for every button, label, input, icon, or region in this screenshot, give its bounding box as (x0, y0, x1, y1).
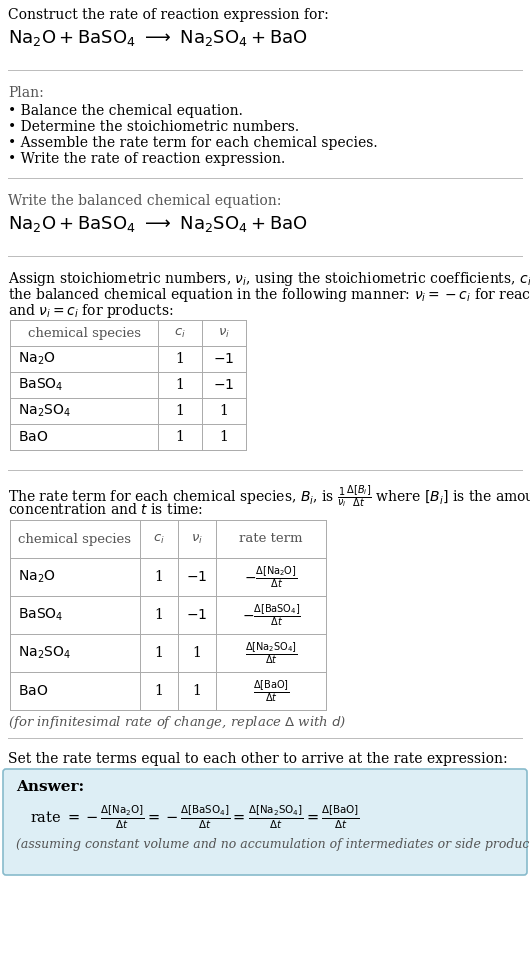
Text: 1: 1 (155, 646, 163, 660)
Text: rate $= -\frac{\Delta[\mathrm{Na_2O}]}{\Delta t} = -\frac{\Delta[\mathrm{BaSO_4}: rate $= -\frac{\Delta[\mathrm{Na_2O}]}{\… (30, 804, 360, 832)
Text: $\mathrm{BaO}$: $\mathrm{BaO}$ (18, 684, 48, 698)
Text: • Write the rate of reaction expression.: • Write the rate of reaction expression. (8, 152, 285, 166)
Text: $\mathrm{Na_2O + BaSO_4 \ \longrightarrow \ Na_2SO_4 + BaO}$: $\mathrm{Na_2O + BaSO_4 \ \longrightarro… (8, 214, 308, 234)
Text: $-1$: $-1$ (214, 378, 235, 392)
Text: • Assemble the rate term for each chemical species.: • Assemble the rate term for each chemic… (8, 136, 377, 150)
Text: chemical species: chemical species (28, 327, 140, 340)
Text: $\nu_i$: $\nu_i$ (218, 326, 230, 340)
Text: $\mathrm{BaSO_4}$: $\mathrm{BaSO_4}$ (18, 377, 64, 393)
Text: $-1$: $-1$ (214, 352, 235, 366)
Text: $\frac{\Delta[\mathrm{BaO}]}{\Delta t}$: $\frac{\Delta[\mathrm{BaO}]}{\Delta t}$ (253, 678, 289, 704)
Text: (assuming constant volume and no accumulation of intermediates or side products): (assuming constant volume and no accumul… (16, 838, 530, 851)
Text: • Balance the chemical equation.: • Balance the chemical equation. (8, 104, 243, 118)
Text: $\mathrm{Na_2O + BaSO_4 \ \longrightarrow \ Na_2SO_4 + BaO}$: $\mathrm{Na_2O + BaSO_4 \ \longrightarro… (8, 28, 308, 48)
Text: the balanced chemical equation in the following manner: $\nu_i = -c_i$ for react: the balanced chemical equation in the fo… (8, 286, 530, 304)
Text: Assign stoichiometric numbers, $\nu_i$, using the stoichiometric coefficients, $: Assign stoichiometric numbers, $\nu_i$, … (8, 270, 530, 288)
Text: Plan:: Plan: (8, 86, 44, 100)
Text: chemical species: chemical species (19, 533, 131, 546)
Text: $c_i$: $c_i$ (174, 326, 186, 340)
Text: $-\frac{\Delta[\mathrm{BaSO_4}]}{\Delta t}$: $-\frac{\Delta[\mathrm{BaSO_4}]}{\Delta … (242, 602, 301, 628)
Text: Write the balanced chemical equation:: Write the balanced chemical equation: (8, 194, 281, 208)
Text: Set the rate terms equal to each other to arrive at the rate expression:: Set the rate terms equal to each other t… (8, 752, 508, 766)
FancyBboxPatch shape (3, 769, 527, 875)
Text: $\mathrm{Na_2SO_4}$: $\mathrm{Na_2SO_4}$ (18, 403, 71, 420)
Text: $\mathrm{BaO}$: $\mathrm{BaO}$ (18, 430, 48, 444)
Text: (for infinitesimal rate of change, replace $\Delta$ with $d$): (for infinitesimal rate of change, repla… (8, 714, 347, 731)
Text: $-\frac{\Delta[\mathrm{Na_2O}]}{\Delta t}$: $-\frac{\Delta[\mathrm{Na_2O}]}{\Delta t… (244, 564, 298, 590)
Text: $\mathrm{Na_2O}$: $\mathrm{Na_2O}$ (18, 350, 56, 367)
Text: 1: 1 (192, 646, 201, 660)
Text: 1: 1 (155, 684, 163, 698)
Text: 1: 1 (192, 684, 201, 698)
Text: 1: 1 (175, 352, 184, 366)
Text: Construct the rate of reaction expression for:: Construct the rate of reaction expressio… (8, 8, 329, 22)
Text: Answer:: Answer: (16, 780, 84, 794)
Text: 1: 1 (219, 430, 228, 444)
Text: $\mathrm{BaSO_4}$: $\mathrm{BaSO_4}$ (18, 607, 64, 624)
Text: 1: 1 (155, 570, 163, 584)
Text: $\mathrm{Na_2SO_4}$: $\mathrm{Na_2SO_4}$ (18, 645, 71, 661)
Text: $-1$: $-1$ (187, 570, 208, 584)
Text: • Determine the stoichiometric numbers.: • Determine the stoichiometric numbers. (8, 120, 299, 134)
Text: 1: 1 (175, 378, 184, 392)
Text: 1: 1 (155, 608, 163, 622)
Text: $\mathrm{Na_2O}$: $\mathrm{Na_2O}$ (18, 569, 56, 586)
Text: $c_i$: $c_i$ (153, 533, 165, 546)
Text: 1: 1 (175, 404, 184, 418)
Text: $\frac{\Delta[\mathrm{Na_2SO_4}]}{\Delta t}$: $\frac{\Delta[\mathrm{Na_2SO_4}]}{\Delta… (245, 640, 297, 666)
Text: The rate term for each chemical species, $B_i$, is $\frac{1}{\nu_i}\frac{\Delta[: The rate term for each chemical species,… (8, 484, 530, 510)
Text: $\nu_i$: $\nu_i$ (191, 533, 203, 546)
Text: $-1$: $-1$ (187, 608, 208, 622)
Text: 1: 1 (175, 430, 184, 444)
Text: rate term: rate term (239, 533, 303, 546)
Text: and $\nu_i = c_i$ for products:: and $\nu_i = c_i$ for products: (8, 302, 173, 320)
Text: 1: 1 (219, 404, 228, 418)
Text: concentration and $t$ is time:: concentration and $t$ is time: (8, 502, 203, 517)
